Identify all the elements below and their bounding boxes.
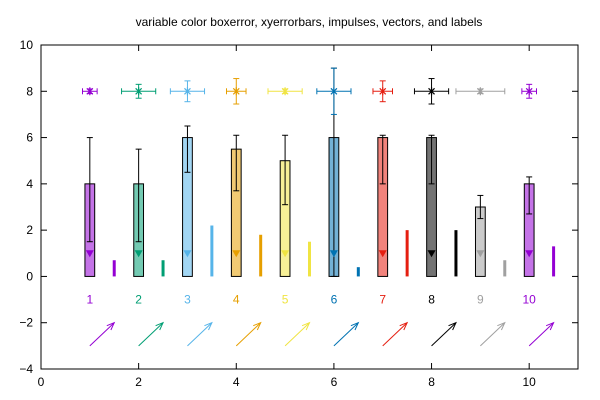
point-label: 3 — [184, 293, 191, 307]
y-tick-label: 4 — [26, 177, 33, 191]
xy-point-marker — [135, 87, 143, 96]
vector-arrowhead — [545, 321, 555, 331]
point-marker — [476, 250, 485, 258]
point-label: 5 — [282, 293, 289, 307]
point-marker — [378, 250, 387, 258]
vector-arrow — [431, 322, 457, 347]
vector-arrow — [382, 322, 408, 347]
chart-title: variable color boxerror, xyerrorbars, im… — [136, 15, 483, 29]
y-tick-label: 6 — [26, 131, 33, 145]
vector-arrowhead — [399, 321, 409, 331]
vector-arrow — [89, 322, 115, 347]
point-label: 6 — [331, 293, 338, 307]
labels-layer: 1 2 3 4 5 6 7 8 9 10 — [86, 293, 536, 307]
point-marker — [183, 250, 192, 258]
vector-arrowhead — [350, 321, 360, 331]
point-label: 9 — [477, 293, 484, 307]
x-tick-label: 2 — [135, 375, 142, 389]
plot-frame — [40, 44, 579, 370]
xy-point-marker — [525, 87, 533, 96]
x-tick-label: 4 — [233, 375, 240, 389]
vector-arrow — [187, 322, 213, 347]
vector-arrow — [480, 322, 506, 347]
xy-point-marker — [232, 87, 240, 96]
x-tick-label: 8 — [428, 375, 435, 389]
y-tick-label: −2 — [19, 316, 33, 330]
x-tick-label: 10 — [523, 375, 537, 389]
xy-point-marker — [86, 87, 94, 96]
point-label: 7 — [379, 293, 386, 307]
xy-point-marker — [281, 87, 289, 96]
vector-arrowhead — [253, 321, 262, 331]
x-tick-label: 0 — [38, 375, 45, 389]
vector-arrow — [333, 322, 359, 347]
xy-point-marker — [428, 87, 435, 96]
point-label: 8 — [428, 293, 435, 307]
vector-arrowhead — [497, 321, 506, 331]
box-errorbars-layer — [86, 67, 533, 277]
vector-arrow — [528, 322, 554, 347]
xyerrorbars-layer — [81, 67, 538, 115]
impulses-layer — [112, 225, 556, 277]
point-label: 1 — [86, 293, 93, 307]
y-tick-label: −4 — [19, 362, 33, 376]
point-marker — [232, 250, 241, 258]
vector-arrowhead — [106, 321, 116, 331]
point-label: 4 — [233, 293, 240, 307]
y-tick-label: 2 — [26, 223, 33, 237]
vector-arrowhead — [155, 321, 165, 331]
xy-point-marker — [330, 87, 338, 96]
vector-arrowhead — [448, 321, 457, 331]
y-tick-label: 8 — [26, 84, 33, 98]
point-marker — [134, 250, 143, 258]
vector-arrow — [138, 322, 164, 347]
vectors-layer — [89, 321, 555, 347]
point-label: 10 — [523, 293, 537, 307]
xy-point-marker — [379, 87, 387, 96]
y-tick-label: 0 — [26, 269, 33, 283]
point-marker — [525, 250, 534, 258]
point-label: 2 — [135, 293, 142, 307]
points-layer — [85, 250, 534, 258]
point-marker — [281, 250, 290, 258]
axes-layer: 0 2 4 6 8 10 −4 −2 0 2 4 6 8 10 — [19, 38, 579, 389]
point-marker — [85, 250, 94, 258]
point-marker — [329, 250, 338, 258]
xy-point-marker — [476, 87, 484, 96]
xy-point-marker — [184, 87, 191, 96]
vector-arrowhead — [204, 321, 213, 331]
vector-arrow — [235, 322, 262, 347]
point-marker — [427, 250, 436, 258]
y-tick-label: 10 — [20, 38, 34, 52]
vector-arrowhead — [301, 321, 311, 331]
vector-arrow — [284, 322, 310, 347]
x-tick-label: 6 — [331, 375, 338, 389]
